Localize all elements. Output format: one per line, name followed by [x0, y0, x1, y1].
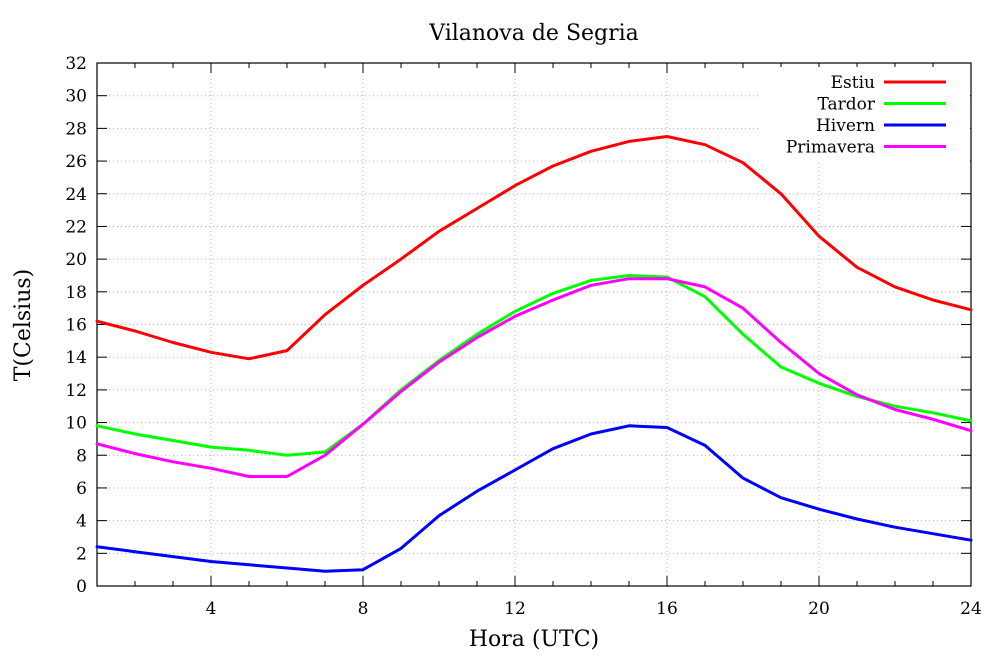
- legend-label: Tardor: [817, 95, 875, 115]
- y-axis-label: T(Celsius): [11, 269, 36, 382]
- y-tick-label: 0: [76, 577, 87, 597]
- x-axis-label: Hora (UTC): [469, 627, 599, 652]
- y-tick-label: 8: [76, 446, 87, 466]
- series-lines: [95, 135, 973, 573]
- y-tick-label: 26: [65, 152, 87, 172]
- legend-label: Hivern: [816, 116, 875, 136]
- plot-frame: [96, 62, 972, 587]
- x-tick-label: 4: [206, 599, 217, 619]
- x-tick-label: 12: [504, 599, 526, 619]
- legend-label: Estiu: [831, 73, 875, 93]
- x-tick-label: 20: [808, 599, 830, 619]
- y-tick-label: 14: [65, 348, 87, 368]
- series-line-tardor: [95, 274, 973, 457]
- y-tick-label: 24: [65, 185, 87, 205]
- y-tick-label: 30: [65, 87, 87, 107]
- y-tick-label: 6: [76, 479, 87, 499]
- y-tick-label: 2: [76, 544, 87, 564]
- x-tick-label: 16: [656, 599, 678, 619]
- y-tick-label: 18: [65, 283, 87, 303]
- series-line-hivern: [95, 424, 973, 573]
- legend-label: Primavera: [786, 138, 875, 158]
- y-tick-label: 10: [65, 414, 87, 434]
- y-tick-label: 4: [76, 512, 87, 532]
- y-tick-label: 16: [65, 316, 87, 336]
- y-tick-label: 22: [65, 217, 87, 237]
- y-tick-label: 12: [65, 381, 87, 401]
- chart-title: Vilanova de Segria: [428, 21, 639, 46]
- series-line-primavera: [95, 277, 973, 478]
- series-line-estiu: [95, 135, 973, 361]
- y-tick-label: 28: [65, 119, 87, 139]
- x-tick-label: 8: [358, 599, 369, 619]
- y-tick-label: 32: [65, 54, 87, 74]
- x-tick-label: 24: [960, 599, 982, 619]
- y-tick-label: 20: [65, 250, 87, 270]
